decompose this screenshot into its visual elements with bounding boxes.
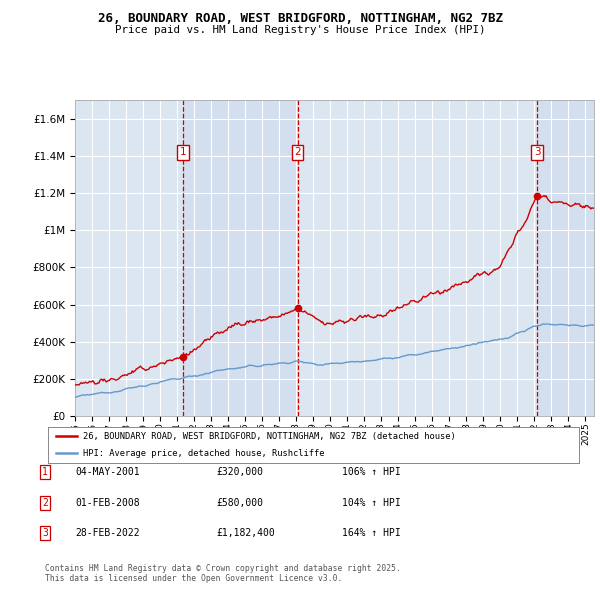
Text: 3: 3 bbox=[534, 148, 541, 158]
Text: 01-FEB-2008: 01-FEB-2008 bbox=[75, 498, 140, 507]
Text: 1: 1 bbox=[179, 148, 186, 158]
Text: 26, BOUNDARY ROAD, WEST BRIDGFORD, NOTTINGHAM, NG2 7BZ (detached house): 26, BOUNDARY ROAD, WEST BRIDGFORD, NOTTI… bbox=[83, 432, 455, 441]
Text: 3: 3 bbox=[42, 529, 48, 538]
Text: £580,000: £580,000 bbox=[216, 498, 263, 507]
Text: 26, BOUNDARY ROAD, WEST BRIDGFORD, NOTTINGHAM, NG2 7BZ: 26, BOUNDARY ROAD, WEST BRIDGFORD, NOTTI… bbox=[97, 12, 503, 25]
Text: 2: 2 bbox=[294, 148, 301, 158]
Bar bbox=[537, 100, 594, 416]
Text: £1,182,400: £1,182,400 bbox=[216, 529, 275, 538]
Bar bbox=[183, 100, 298, 416]
Text: 28-FEB-2022: 28-FEB-2022 bbox=[75, 529, 140, 538]
Text: 106% ↑ HPI: 106% ↑ HPI bbox=[342, 467, 401, 477]
Text: 04-MAY-2001: 04-MAY-2001 bbox=[75, 467, 140, 477]
Text: 104% ↑ HPI: 104% ↑ HPI bbox=[342, 498, 401, 507]
Text: £320,000: £320,000 bbox=[216, 467, 263, 477]
Text: 164% ↑ HPI: 164% ↑ HPI bbox=[342, 529, 401, 538]
Text: 2: 2 bbox=[42, 498, 48, 507]
Text: Contains HM Land Registry data © Crown copyright and database right 2025.
This d: Contains HM Land Registry data © Crown c… bbox=[45, 563, 401, 583]
Text: HPI: Average price, detached house, Rushcliffe: HPI: Average price, detached house, Rush… bbox=[83, 449, 324, 458]
Text: 1: 1 bbox=[42, 467, 48, 477]
Text: Price paid vs. HM Land Registry's House Price Index (HPI): Price paid vs. HM Land Registry's House … bbox=[115, 25, 485, 35]
